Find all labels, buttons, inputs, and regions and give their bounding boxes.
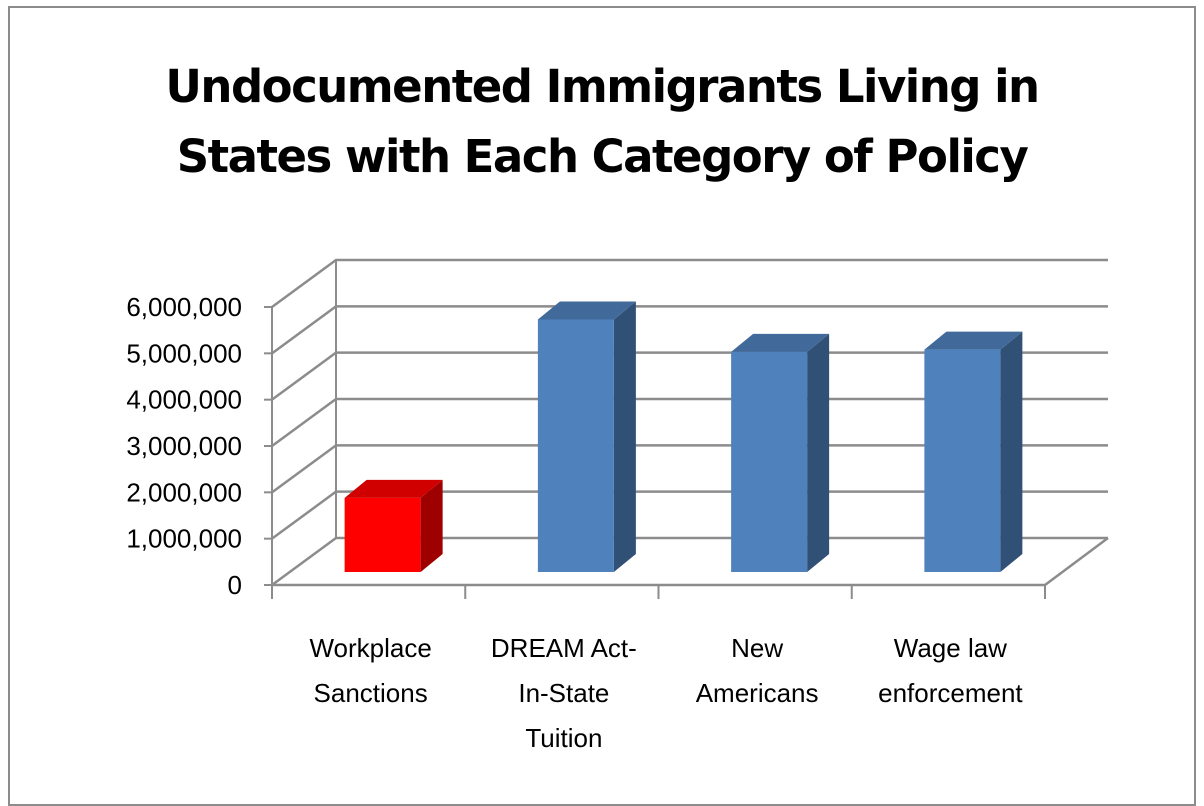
gridline (271, 305, 1108, 355)
x-tick-label: New (731, 633, 783, 663)
bar-front-face (344, 497, 421, 572)
x-tick-label: Tuition (525, 723, 602, 753)
gridline (271, 444, 1108, 494)
bar-side-face (1000, 331, 1023, 572)
y-tick-label: 6,000,000 (126, 292, 242, 322)
y-tick-label: 1,000,000 (126, 524, 242, 554)
bar-front-face (731, 351, 808, 572)
chart-title-line-2: States with Each Category of Policy (176, 130, 1029, 183)
chart-title: Undocumented Immigrants Living in States… (0, 52, 1204, 192)
x-tick-labels: Workplace Sanctions DREAM Act- In-State Tuit… (309, 633, 1023, 753)
bar (344, 479, 443, 572)
gridlines (271, 258, 1109, 587)
bar-top-face (537, 301, 636, 320)
x-tick-label: Americans (696, 678, 819, 708)
x-tick-label: In-State (518, 678, 609, 708)
bar-front-face (924, 349, 1001, 572)
gridline (271, 258, 1108, 309)
x-tick-label: Workplace (309, 633, 431, 663)
x-tick-label: enforcement (878, 678, 1023, 708)
bar (537, 301, 636, 572)
bar-top-face (924, 331, 1023, 350)
y-tick-label: 3,000,000 (126, 431, 242, 461)
bar (731, 333, 830, 572)
x-tick-label: DREAM Act- (491, 633, 637, 663)
chart-title-line-1: Undocumented Immigrants Living in (165, 60, 1040, 113)
y-tick-label: 5,000,000 (126, 338, 242, 368)
gridline (271, 351, 1108, 401)
bar-top-face (731, 333, 830, 352)
bar-top-face (344, 479, 443, 498)
bar-side-face (613, 301, 636, 572)
bar-side-face (807, 333, 830, 572)
x-tick-label: Sanctions (314, 678, 428, 708)
bar-front-face (537, 319, 614, 572)
x-tick-label: Wage law (894, 633, 1007, 663)
bar (924, 331, 1023, 572)
y-tick-labels: 0 1,000,000 2,000,000 3,000,000 4,000,000 5,0… (126, 292, 242, 600)
bar-side-face (420, 479, 443, 572)
gridline (271, 397, 1108, 448)
gridline (271, 490, 1108, 540)
gridline (271, 536, 1108, 587)
y-tick-label: 2,000,000 (126, 477, 242, 507)
y-tick-label: 4,000,000 (126, 385, 242, 415)
bars (344, 301, 1023, 572)
y-tick-label: 0 (228, 570, 242, 600)
floor-right-edge (1044, 536, 1109, 587)
axes (264, 306, 1046, 599)
